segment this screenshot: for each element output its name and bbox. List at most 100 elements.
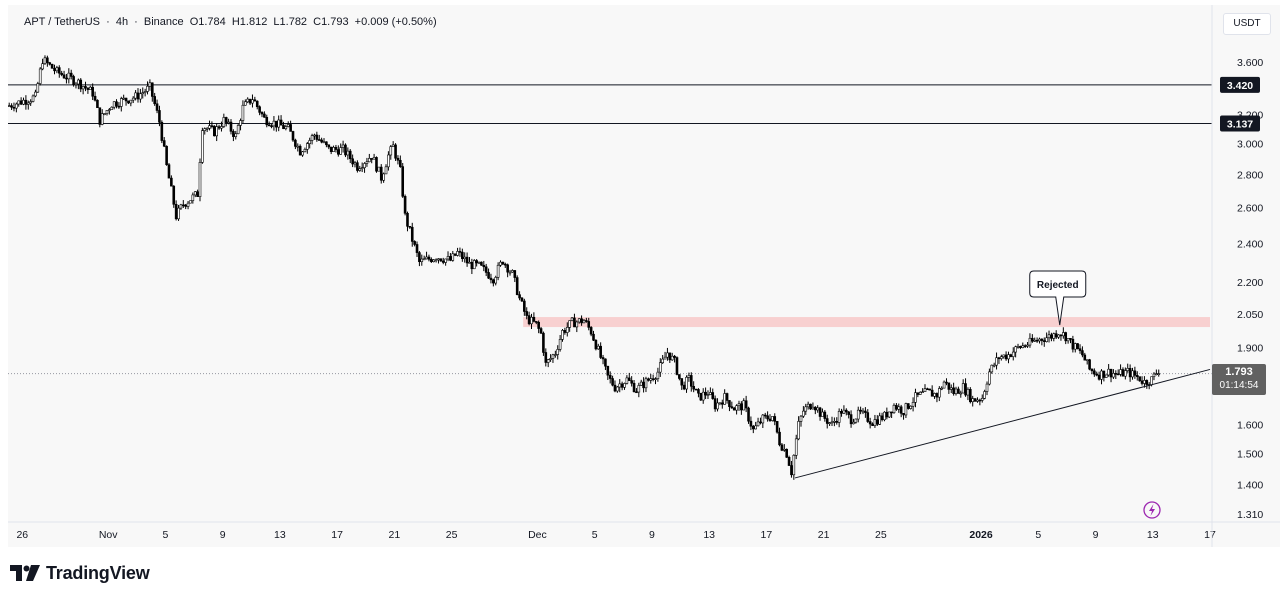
time-axis-label: 9 xyxy=(649,529,655,541)
tradingview-logo-icon xyxy=(10,565,40,581)
candle-up xyxy=(914,392,917,403)
candle-up xyxy=(792,454,796,476)
candle-up xyxy=(496,264,500,278)
candle-down xyxy=(1019,346,1022,348)
candle-up xyxy=(341,144,345,148)
candle-up xyxy=(177,207,180,220)
candle-down xyxy=(620,383,624,388)
price-axis-label: 1.900 xyxy=(1237,343,1263,355)
candle-down xyxy=(458,251,462,253)
candle-up xyxy=(306,143,309,150)
candle-up xyxy=(761,414,765,424)
candle-up xyxy=(596,345,600,350)
chart-area[interactable]: Rejected3.6003.2003.0002.8002.6002.4002.… xyxy=(8,5,1280,547)
candle-down xyxy=(248,98,252,104)
candle-down xyxy=(997,357,1001,360)
candle-down xyxy=(492,279,495,284)
candle-down xyxy=(408,226,412,228)
candle-down xyxy=(263,113,266,118)
candle-down xyxy=(895,404,898,410)
interval-label[interactable]: 4h xyxy=(115,16,129,28)
candle-up xyxy=(203,128,207,131)
candle-up xyxy=(365,161,369,164)
candle-up xyxy=(878,415,881,425)
annotation-text: Rejected xyxy=(1037,280,1079,291)
candle-down xyxy=(399,159,402,167)
candle-down xyxy=(53,68,56,72)
candle-up xyxy=(976,399,979,402)
lightning-icon-ring[interactable] xyxy=(1143,501,1161,519)
price-chart[interactable]: Rejected3.6003.2003.0002.8002.6002.4002.… xyxy=(8,5,1280,547)
candle-up xyxy=(923,388,927,392)
candle-down xyxy=(86,87,90,90)
candle-down xyxy=(744,400,748,409)
candle-down xyxy=(720,402,724,405)
tradingview-logo[interactable]: TradingView xyxy=(10,561,150,585)
candle-down xyxy=(160,121,164,141)
candle-down xyxy=(506,264,509,273)
candle-up xyxy=(797,421,800,440)
candle-down xyxy=(260,112,264,115)
candle-up xyxy=(17,100,21,105)
candle-down xyxy=(1042,340,1046,342)
candle-down xyxy=(587,321,591,328)
candle-down xyxy=(957,388,960,394)
candle-up xyxy=(549,358,552,360)
candle-up xyxy=(995,357,998,366)
price-axis-label: 2.800 xyxy=(1237,169,1263,181)
candle-down xyxy=(465,256,469,264)
time-axis-label: 17 xyxy=(1204,529,1216,541)
time-axis-label: 21 xyxy=(389,529,401,541)
candle-up xyxy=(1150,376,1153,386)
candle-up xyxy=(31,95,35,102)
candle-up xyxy=(1011,351,1015,357)
support-trendline[interactable] xyxy=(794,368,1211,479)
currency-button[interactable]: USDT xyxy=(1223,13,1271,35)
candle-up xyxy=(983,391,986,399)
candle-up xyxy=(220,126,223,129)
candle-up xyxy=(909,405,913,409)
candle-up xyxy=(954,388,958,394)
candle-down xyxy=(348,150,352,160)
candle-down xyxy=(814,406,817,411)
candle-up xyxy=(38,68,42,84)
resistance-zone xyxy=(523,317,1210,328)
candle-down xyxy=(766,415,769,420)
candle-up xyxy=(129,99,133,104)
candle-down xyxy=(217,126,221,129)
candle-up xyxy=(100,113,104,125)
candle-down xyxy=(415,244,419,253)
candle-up xyxy=(1131,370,1134,378)
candle-down xyxy=(12,106,16,109)
candle-up xyxy=(363,163,366,169)
annotation-callout[interactable] xyxy=(1029,270,1087,326)
candle-down xyxy=(935,393,939,398)
candle-up xyxy=(911,402,915,407)
candle-down xyxy=(585,320,588,322)
candle-up xyxy=(551,354,555,359)
candle-down xyxy=(253,99,257,102)
candle-down xyxy=(589,327,593,335)
candle-up xyxy=(623,383,626,388)
candle-down xyxy=(749,420,753,427)
candle-down xyxy=(255,100,259,108)
candle-down xyxy=(747,407,750,422)
price-axis-label: 3.000 xyxy=(1237,139,1263,151)
candle-down xyxy=(475,260,478,264)
candle-down xyxy=(520,297,524,302)
candle-down xyxy=(632,382,636,393)
brand-name: TradingView xyxy=(46,562,150,583)
candle-up xyxy=(301,151,304,156)
candle-up xyxy=(654,378,657,380)
candle-up xyxy=(1007,354,1010,360)
candle-up xyxy=(985,383,989,392)
candle-down xyxy=(327,144,331,148)
candle-up xyxy=(873,419,877,426)
candle-down xyxy=(947,382,951,390)
candle-up xyxy=(201,130,204,163)
symbol-name[interactable]: APT / TetherUS xyxy=(24,16,101,28)
candle-down xyxy=(885,411,889,418)
candle-down xyxy=(673,355,676,358)
candle-up xyxy=(472,260,476,270)
candle-down xyxy=(594,339,598,350)
